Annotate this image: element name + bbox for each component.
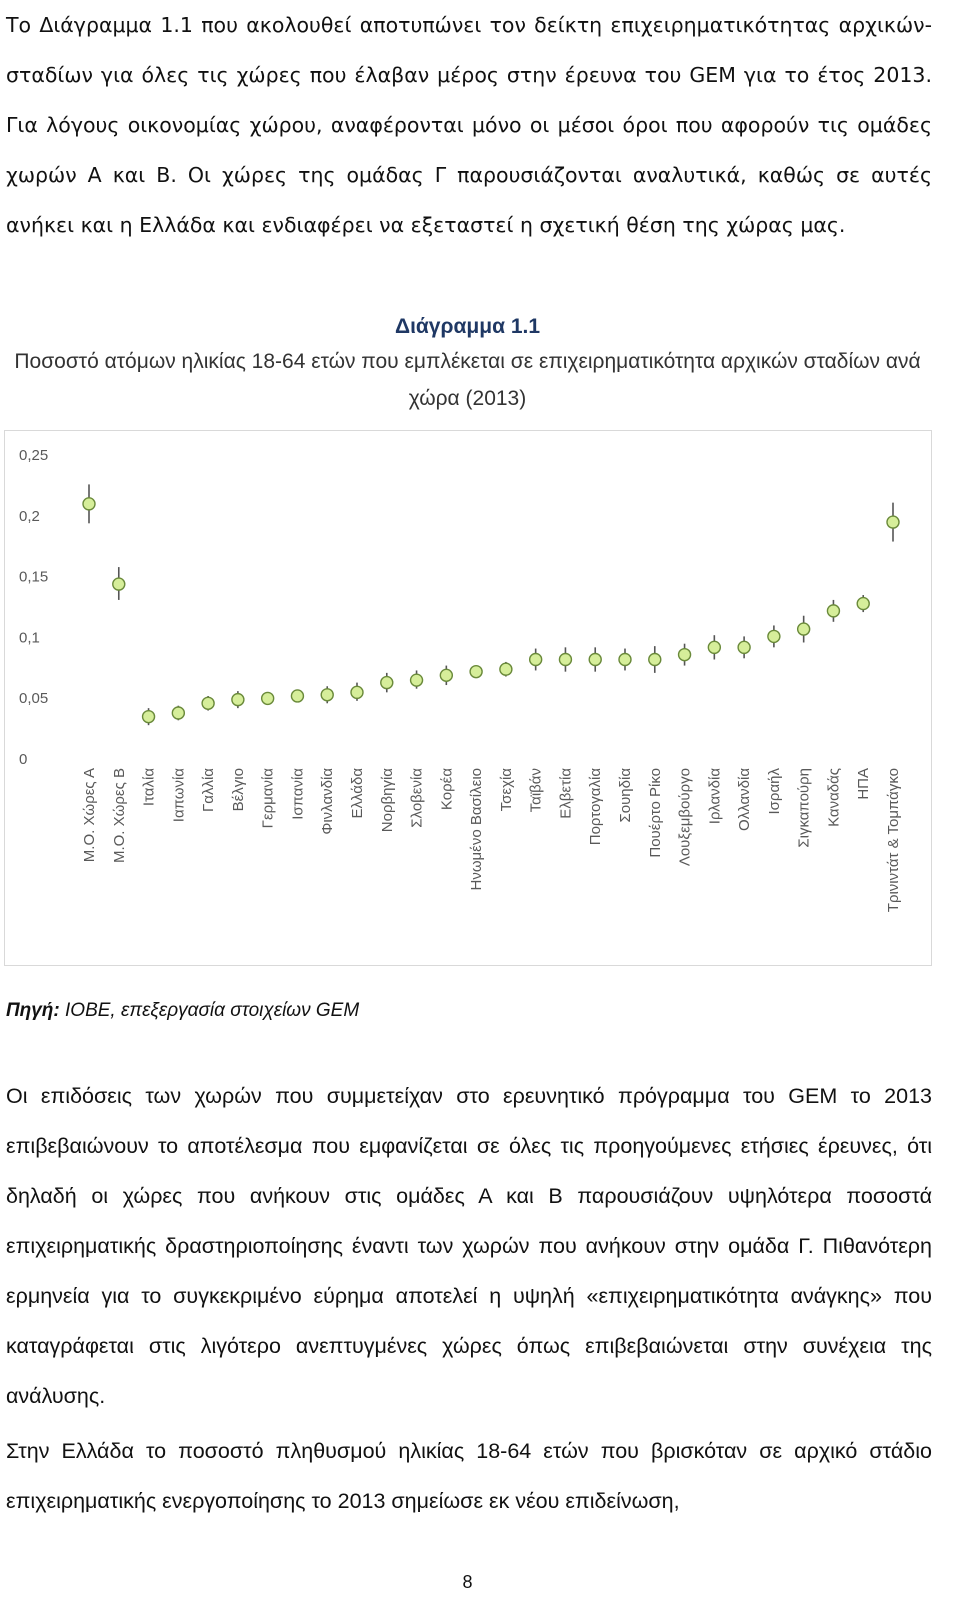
x-tick-label: Γερμανία bbox=[260, 768, 277, 829]
data-point bbox=[558, 652, 573, 667]
data-point bbox=[231, 692, 245, 707]
data-point bbox=[380, 675, 394, 690]
y-tick-label: 0,1 bbox=[19, 629, 40, 646]
data-point bbox=[826, 604, 841, 618]
data-point bbox=[588, 652, 602, 667]
x-tick-label: Πουέρτο Ρίκο bbox=[647, 768, 664, 858]
scatter-chart: 0 0,05 0,1 0,15 0,2 0,25 Μ.Ο. Χώρες Α Μ.Ο. Χώρε… bbox=[19, 447, 902, 912]
x-tick-label: Ταϊβάν bbox=[528, 768, 545, 812]
x-tick-label: Νορβηγία bbox=[379, 768, 396, 833]
x-tick-label: Μ.Ο. Χώρες Β bbox=[111, 768, 128, 863]
data-point bbox=[141, 709, 156, 724]
data-point bbox=[350, 685, 364, 700]
y-tick-label: 0 bbox=[19, 751, 27, 768]
body-paragraph-2: Στην Ελλάδα το ποσοστό πληθυσμού ηλικίας… bbox=[6, 1439, 932, 1513]
x-tick-label: Ισραήλ bbox=[766, 768, 783, 815]
data-point bbox=[112, 577, 126, 591]
x-tick-label: Ισπανία bbox=[289, 768, 306, 820]
data-point bbox=[171, 706, 186, 720]
x-tick-label: Ιρλανδία bbox=[706, 768, 723, 825]
chart-title: Ποσοστό ατόμων ηλικίας 18-64 ετών που εμ… bbox=[14, 350, 921, 410]
x-tick-label: Σουηδία bbox=[617, 768, 634, 823]
source-label: Πηγή: bbox=[6, 1000, 60, 1021]
x-tick-label: Τρινιντάτ & Τομπάγκο bbox=[885, 768, 902, 912]
data-point bbox=[528, 652, 543, 667]
data-point bbox=[201, 696, 215, 710]
y-tick-label: 0,15 bbox=[19, 569, 48, 586]
chart-label: Διάγραμμα 1.1 bbox=[394, 315, 541, 338]
data-point bbox=[290, 689, 305, 703]
x-tick-label: Βέλγιο bbox=[230, 768, 247, 811]
data-point bbox=[677, 647, 692, 662]
data-point bbox=[469, 664, 483, 679]
data-point bbox=[320, 688, 334, 702]
x-tick-label: Σιγκαπούρη bbox=[796, 768, 813, 848]
intro-paragraph: Το Διάγραμμα 1.1 που ακολουθεί αποτυπώνε… bbox=[6, 13, 932, 237]
data-point bbox=[648, 652, 662, 667]
data-point bbox=[796, 622, 811, 636]
x-tick-label: Ελλάδα bbox=[349, 768, 366, 819]
data-point bbox=[886, 515, 900, 529]
x-tick-label: Φινλανδία bbox=[319, 768, 336, 835]
x-tick-label: Ηνωμένο Βασίλειο bbox=[468, 768, 485, 891]
data-point bbox=[82, 497, 96, 511]
x-tick-label: Ιταλία bbox=[141, 768, 158, 806]
x-tick-label: Τσεχία bbox=[498, 768, 515, 812]
x-tick-label: Ελβετία bbox=[557, 768, 574, 819]
x-tick-label: Πορτογαλία bbox=[587, 768, 604, 846]
y-tick-label: 0,25 bbox=[19, 447, 48, 464]
x-tick-label: Γαλλία bbox=[200, 768, 217, 812]
data-point bbox=[409, 673, 424, 687]
source-note: Πηγή: ΙΟΒΕ, επεξεργασία στοιχείων GEM bbox=[6, 1000, 359, 1022]
data-point bbox=[439, 668, 454, 683]
x-tick-label: Ολλανδία bbox=[736, 768, 753, 831]
y-tick-label: 0,05 bbox=[19, 690, 48, 707]
x-tick-label: ΗΠΑ bbox=[855, 768, 872, 800]
data-point bbox=[499, 662, 513, 676]
x-tick-label: Κορέα bbox=[438, 768, 455, 810]
body-paragraph-1: Οι επιδόσεις των χωρών που συμμετείχαν σ… bbox=[6, 1084, 932, 1408]
data-point bbox=[856, 596, 870, 611]
x-tick-label: Μ.Ο. Χώρες Α bbox=[81, 768, 98, 862]
x-tick-label: Λουξεμβούργο bbox=[677, 768, 694, 866]
x-tick-label: Σλοβενία bbox=[409, 768, 426, 828]
source-text: ΙΟΒΕ, επεξεργασία στοιχείων GEM bbox=[59, 1000, 360, 1021]
page-number: 8 bbox=[462, 1572, 473, 1592]
data-point bbox=[260, 691, 275, 706]
x-tick-label: Ιαπωνία bbox=[170, 768, 187, 823]
x-tick-label: Καναδάς bbox=[825, 768, 842, 827]
data-point bbox=[767, 629, 781, 644]
y-tick-label: 0,2 bbox=[19, 508, 40, 525]
data-point bbox=[707, 640, 722, 655]
data-point bbox=[737, 640, 751, 655]
data-point bbox=[618, 652, 632, 667]
chart-area: 0 0,05 0,1 0,15 0,2 0,25 Μ.Ο. Χώρες Α Μ.Ο. Χώρε… bbox=[4, 430, 932, 966]
